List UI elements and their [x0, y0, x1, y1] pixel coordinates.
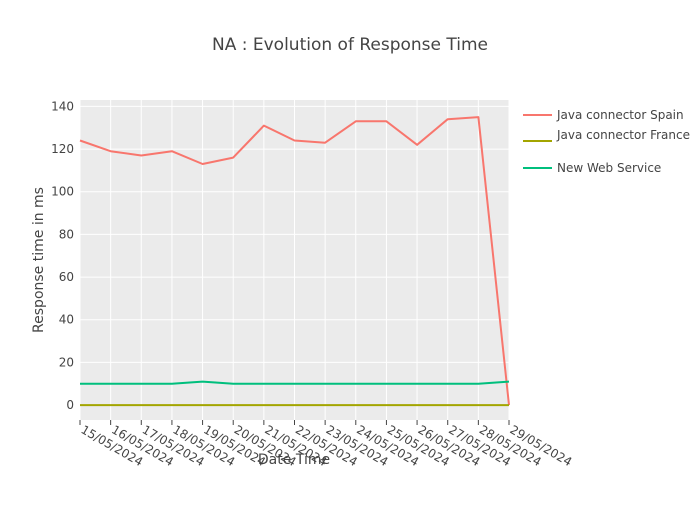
- y-tick-label: 140: [51, 99, 74, 113]
- series-lines: [79, 116, 510, 407]
- y-tick-label: 20: [59, 355, 74, 369]
- legend-label: New Web Service: [557, 161, 661, 175]
- legend: Java connector Spain Java connector Franc…: [523, 108, 690, 175]
- series-line-java-connector-spain: [79, 116, 510, 406]
- legend-label: Java connector Spain: [556, 108, 684, 122]
- y-axis-ticks: 0 20 40 60 80 100 120 140: [51, 99, 74, 412]
- series-line-new-web-service: [80, 380, 510, 385]
- y-axis-title: Response time in ms: [31, 187, 47, 333]
- legend-label: Java connector France: [556, 128, 690, 142]
- y-tick-label: 120: [51, 142, 74, 156]
- grid-lines: [79, 100, 510, 420]
- y-tick-label: 100: [51, 185, 74, 199]
- y-tick-label: 0: [66, 398, 74, 412]
- y-tick-label: 60: [59, 270, 74, 284]
- y-tick-label: 80: [59, 227, 74, 241]
- chart-title: NA : Evolution of Response Time: [212, 35, 488, 55]
- x-axis-title: Date Time: [258, 452, 330, 468]
- y-tick-label: 40: [59, 313, 74, 327]
